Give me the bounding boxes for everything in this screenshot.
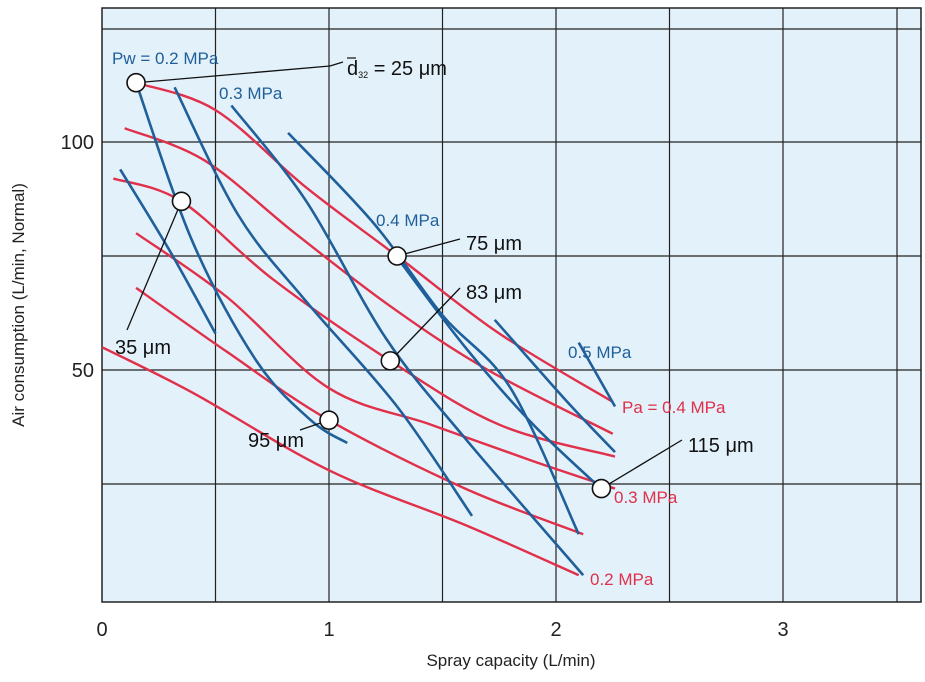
marker-point bbox=[319, 410, 339, 430]
marker-point bbox=[387, 246, 407, 266]
marker-point bbox=[171, 191, 192, 212]
grid bbox=[102, 8, 921, 602]
leader-line bbox=[329, 61, 344, 67]
label-115um: 115 μm bbox=[688, 435, 754, 457]
water-pressure-lines bbox=[119, 82, 617, 577]
air-pressure-line-3 bbox=[135, 232, 616, 490]
water-pressure-line-2 bbox=[173, 86, 474, 517]
x-tick-label: 0 bbox=[96, 619, 107, 641]
leader-line bbox=[601, 439, 683, 490]
leader-line bbox=[389, 287, 461, 362]
air-pressure-lines bbox=[101, 81, 616, 577]
water-pressure-line-6 bbox=[493, 318, 616, 453]
leader-lines bbox=[126, 61, 683, 490]
label-35um: 35 μm bbox=[115, 337, 171, 359]
y-tick-label: 100 bbox=[61, 132, 94, 154]
water-pressure-line-4 bbox=[287, 132, 580, 535]
label-pw-0-3: 0.3 MPa bbox=[219, 84, 283, 103]
water-pressure-line-1 bbox=[119, 168, 217, 335]
label-75um: 75 μm bbox=[466, 233, 522, 255]
air-pressure-line-5 bbox=[101, 346, 580, 577]
label-pa-0-2: 0.2 MPa bbox=[590, 570, 654, 589]
water-pressure-line-5 bbox=[391, 250, 607, 495]
label-83um: 83 μm bbox=[466, 282, 522, 304]
label-d32: d32 = 25 μm bbox=[347, 58, 447, 80]
markers bbox=[126, 72, 612, 499]
water-pressure-line-3 bbox=[230, 104, 585, 577]
plot-background bbox=[101, 7, 922, 603]
water-pressure-line-0 bbox=[134, 82, 348, 445]
marker-point bbox=[591, 478, 612, 499]
label-pa-0-4: Pa = 0.4 MPa bbox=[622, 398, 726, 417]
label-pw-0-5: 0.5 MPa bbox=[568, 343, 632, 362]
marker-point bbox=[126, 72, 146, 93]
label-d32-value: = 25 μm bbox=[368, 58, 447, 80]
label-pw-0-2: Pw = 0.2 MPa bbox=[112, 49, 219, 68]
leader-line bbox=[126, 201, 183, 331]
y-tick-label: 50 bbox=[72, 360, 94, 382]
leader-line bbox=[396, 238, 461, 257]
y-axis-title: Air consumption (L/min, Normal) bbox=[9, 183, 28, 427]
label-95um: 95 μm bbox=[248, 430, 304, 452]
leader-line bbox=[135, 65, 331, 84]
x-tick-label: 1 bbox=[323, 619, 334, 641]
x-tick-label: 3 bbox=[777, 619, 788, 641]
label-pa-0-3: 0.3 MPa bbox=[614, 488, 678, 507]
label-d32-symbol: d bbox=[347, 58, 358, 80]
water-pressure-line-7 bbox=[577, 341, 617, 408]
x-tick-label: 2 bbox=[550, 619, 561, 641]
label-pw-0-4: 0.4 MPa bbox=[376, 211, 440, 230]
x-axis-title: Spray capacity (L/min) bbox=[426, 651, 595, 670]
marker-point bbox=[380, 351, 401, 371]
tick-labels: 0 1 2 3 100 50 bbox=[61, 132, 789, 641]
label-d32-sub: 32 bbox=[358, 70, 368, 80]
